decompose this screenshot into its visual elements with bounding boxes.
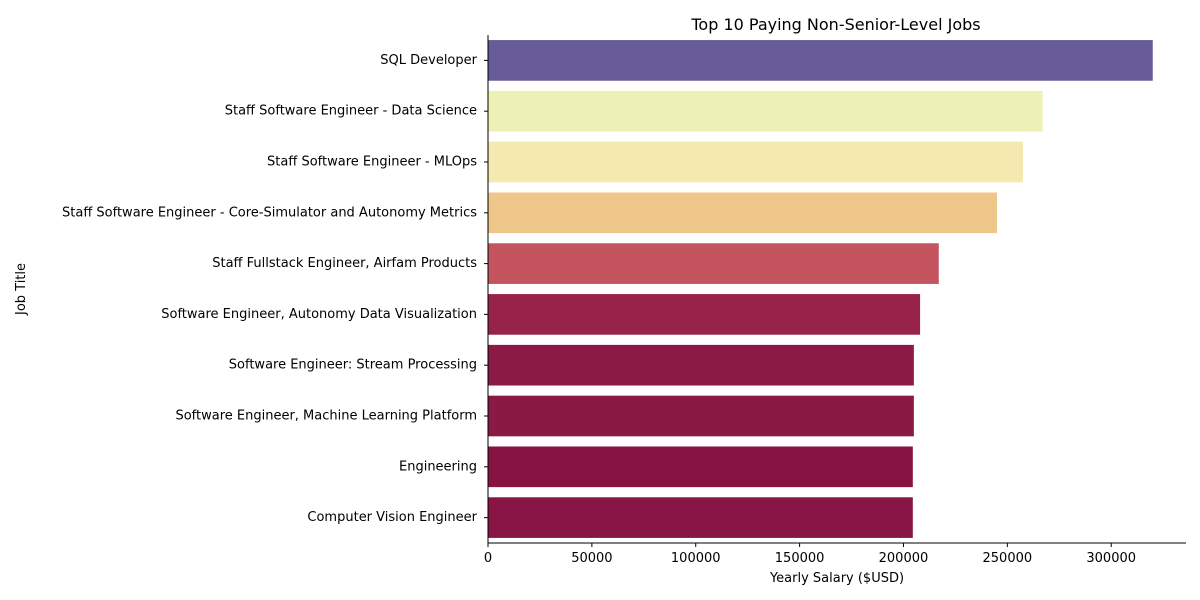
- x-tick-label: 250000: [983, 551, 1033, 566]
- x-tick-label: 300000: [1086, 551, 1136, 566]
- y-tick-label: Staff Software Engineer - MLOps: [267, 155, 477, 170]
- x-tick-label: 100000: [671, 551, 721, 566]
- bars-layer: [488, 40, 1153, 538]
- y-tick-label: Computer Vision Engineer: [307, 510, 477, 525]
- y-tick-label: Staff Software Engineer - Core-Simulator…: [62, 205, 477, 220]
- x-tick-label: 150000: [775, 551, 825, 566]
- bar: [488, 90, 1043, 132]
- y-tick-label: Staff Software Engineer - Data Science: [225, 104, 477, 119]
- bar: [488, 446, 913, 488]
- x-tick-label: 50000: [571, 551, 612, 566]
- bar: [488, 40, 1153, 81]
- bar: [488, 497, 913, 538]
- y-tick-label: Software Engineer: Stream Processing: [229, 358, 477, 373]
- y-axis-label: Job Title: [14, 263, 29, 316]
- y-tick-label: Staff Fullstack Engineer, Airfam Product…: [212, 256, 477, 271]
- x-tick-label: 0: [484, 551, 492, 566]
- bar: [488, 344, 914, 386]
- bar: [488, 395, 914, 437]
- chart-title: Top 10 Paying Non-Senior-Level Jobs: [690, 15, 980, 34]
- bar: [488, 141, 1023, 183]
- bar: [488, 243, 939, 284]
- bar: [488, 192, 997, 234]
- y-tick-layer: SQL Developer Staff Software Engineer - D…: [62, 53, 488, 525]
- y-tick-label: Software Engineer, Machine Learning Plat…: [175, 409, 477, 424]
- x-tick-layer: 0 50000 100000 150000 200000 250000 300000: [484, 543, 1136, 566]
- y-tick-label: Engineering: [399, 459, 477, 474]
- x-axis-label: Yearly Salary ($USD): [769, 571, 904, 586]
- bar: [488, 294, 921, 335]
- x-tick-label: 200000: [879, 551, 929, 566]
- y-tick-label: SQL Developer: [380, 53, 477, 68]
- y-tick-label: Software Engineer, Autonomy Data Visuali…: [161, 307, 477, 322]
